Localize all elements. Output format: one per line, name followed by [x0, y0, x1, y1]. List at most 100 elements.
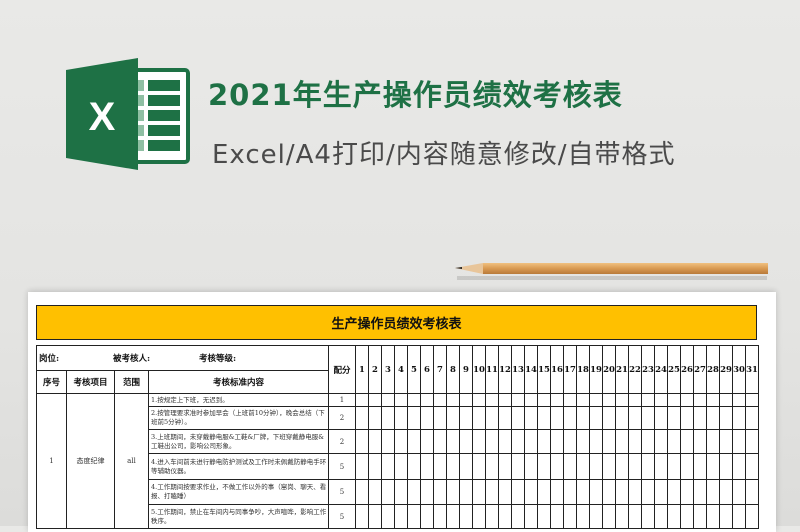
day-cell[interactable] [641, 479, 656, 505]
day-cell[interactable] [602, 406, 617, 430]
day-cell[interactable] [745, 393, 760, 407]
group-scope[interactable]: all [114, 393, 149, 529]
day-cell[interactable] [641, 504, 656, 529]
day-cell[interactable] [667, 429, 682, 454]
group-item[interactable]: 态度纪律 [66, 393, 115, 529]
day-cell[interactable] [576, 393, 591, 407]
day-cell[interactable] [368, 429, 383, 454]
day-cell[interactable] [732, 504, 747, 529]
day-cell[interactable] [628, 393, 643, 407]
day-cell[interactable] [394, 393, 409, 407]
day-cell[interactable] [446, 504, 461, 529]
day-cell[interactable] [667, 393, 682, 407]
day-cell[interactable] [615, 504, 630, 529]
day-cell[interactable] [719, 406, 734, 430]
day-cell[interactable] [485, 406, 500, 430]
day-cell[interactable] [394, 429, 409, 454]
day-cell[interactable] [420, 406, 435, 430]
day-cell[interactable] [381, 479, 396, 505]
day-cell[interactable] [459, 504, 474, 529]
day-cell[interactable] [485, 429, 500, 454]
day-cell[interactable] [745, 429, 760, 454]
day-cell[interactable] [446, 453, 461, 480]
day-cell[interactable] [407, 406, 422, 430]
day-cell[interactable] [368, 504, 383, 529]
day-cell[interactable] [667, 406, 682, 430]
day-cell[interactable] [667, 453, 682, 480]
criteria-cell[interactable]: 3.上班期间，未穿戴静电服&工鞋&厂牌，下班穿戴静电服&工鞋出公司，影响公司形象… [147, 429, 330, 454]
day-cell[interactable] [654, 479, 669, 505]
day-cell[interactable] [706, 479, 721, 505]
day-cell[interactable] [420, 504, 435, 529]
day-cell[interactable] [589, 406, 604, 430]
day-cell[interactable] [693, 429, 708, 454]
day-cell[interactable] [602, 429, 617, 454]
day-cell[interactable] [550, 504, 565, 529]
day-cell[interactable] [589, 429, 604, 454]
day-cell[interactable] [732, 453, 747, 480]
day-cell[interactable] [680, 406, 695, 430]
day-cell[interactable] [459, 453, 474, 480]
day-cell[interactable] [576, 406, 591, 430]
day-cell[interactable] [524, 429, 539, 454]
day-cell[interactable] [615, 406, 630, 430]
day-cell[interactable] [550, 479, 565, 505]
day-cell[interactable] [563, 429, 578, 454]
day-cell[interactable] [355, 393, 370, 407]
day-cell[interactable] [628, 504, 643, 529]
group-no[interactable]: 1 [36, 393, 67, 529]
day-cell[interactable] [537, 393, 552, 407]
day-cell[interactable] [706, 453, 721, 480]
day-cell[interactable] [550, 406, 565, 430]
day-cell[interactable] [446, 406, 461, 430]
day-cell[interactable] [693, 393, 708, 407]
day-cell[interactable] [576, 504, 591, 529]
day-cell[interactable] [641, 429, 656, 454]
day-cell[interactable] [628, 406, 643, 430]
day-cell[interactable] [459, 429, 474, 454]
day-cell[interactable] [654, 504, 669, 529]
day-cell[interactable] [355, 479, 370, 505]
day-cell[interactable] [433, 453, 448, 480]
day-cell[interactable] [381, 406, 396, 430]
day-cell[interactable] [732, 429, 747, 454]
day-cell[interactable] [615, 393, 630, 407]
day-cell[interactable] [654, 429, 669, 454]
criteria-cell[interactable]: 1.按规定上下班，无迟到。 [147, 393, 330, 407]
day-cell[interactable] [745, 406, 760, 430]
day-cell[interactable] [498, 429, 513, 454]
day-cell[interactable] [667, 504, 682, 529]
day-cell[interactable] [641, 393, 656, 407]
day-cell[interactable] [550, 393, 565, 407]
day-cell[interactable] [654, 453, 669, 480]
day-cell[interactable] [433, 429, 448, 454]
day-cell[interactable] [602, 504, 617, 529]
score-cell[interactable]: 1 [328, 393, 357, 407]
day-cell[interactable] [524, 393, 539, 407]
day-cell[interactable] [693, 504, 708, 529]
day-cell[interactable] [511, 406, 526, 430]
day-cell[interactable] [420, 453, 435, 480]
day-cell[interactable] [420, 429, 435, 454]
day-cell[interactable] [537, 479, 552, 505]
day-cell[interactable] [537, 406, 552, 430]
day-cell[interactable] [563, 406, 578, 430]
day-cell[interactable] [472, 479, 487, 505]
day-cell[interactable] [706, 504, 721, 529]
score-cell[interactable]: 5 [328, 479, 357, 505]
day-cell[interactable] [602, 479, 617, 505]
day-cell[interactable] [355, 453, 370, 480]
day-cell[interactable] [459, 393, 474, 407]
day-cell[interactable] [589, 393, 604, 407]
day-cell[interactable] [381, 393, 396, 407]
criteria-cell[interactable]: 2.按管理要求准时参加早会（上班前10分钟），晚会总结（下班前5分钟）。 [147, 406, 330, 430]
day-cell[interactable] [615, 479, 630, 505]
day-cell[interactable] [394, 479, 409, 505]
day-cell[interactable] [693, 453, 708, 480]
day-cell[interactable] [459, 479, 474, 505]
day-cell[interactable] [498, 504, 513, 529]
day-cell[interactable] [719, 504, 734, 529]
day-cell[interactable] [407, 479, 422, 505]
criteria-cell[interactable]: 5.工作期间，禁止在车间内与同事争吵，大声喧哗，影响工作秩序。 [147, 504, 330, 529]
day-cell[interactable] [446, 393, 461, 407]
